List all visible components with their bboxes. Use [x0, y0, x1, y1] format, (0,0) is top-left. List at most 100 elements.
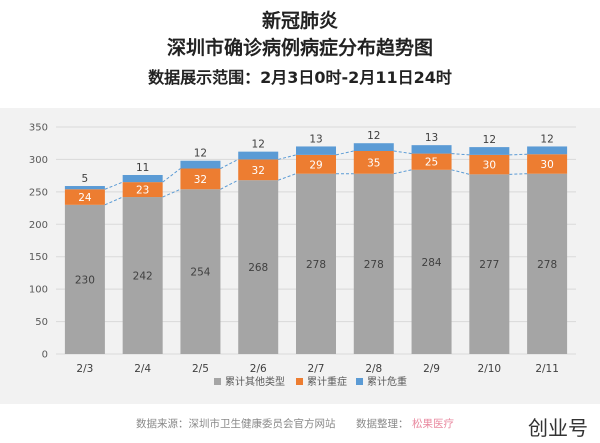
- bars: [64, 143, 568, 354]
- x-tick-label: 2/8: [365, 363, 382, 375]
- y-tick-label: 50: [35, 317, 48, 328]
- bar-segment-critical: [238, 151, 279, 160]
- legend-swatch: [356, 378, 363, 385]
- data-labels: 230 24 5 242 23 11 254 32 12 268 32 12 278 29 13 278 35 1…: [75, 130, 557, 286]
- trend-connector: [393, 169, 412, 175]
- data-label-critical: 12: [540, 133, 553, 145]
- data-label-severe: 35: [367, 157, 380, 169]
- bar-segment-critical: [64, 186, 105, 190]
- x-tick-label: 2/4: [134, 363, 151, 375]
- data-label-other: 268: [248, 262, 268, 274]
- bar-segment-severe: [527, 154, 568, 174]
- x-tick-label: 2/11: [535, 363, 559, 375]
- data-label-other: 278: [306, 259, 326, 271]
- data-label-critical: 5: [82, 173, 89, 185]
- data-label-severe: 29: [309, 159, 322, 171]
- trend-connector: [278, 173, 297, 181]
- bar-segment-other: [353, 173, 394, 354]
- legend-swatch: [296, 378, 303, 385]
- trend-connector: [509, 173, 528, 175]
- trend-connector: [335, 150, 354, 156]
- chart-title-line2: 深圳市确诊病例病症分布趋势图: [166, 37, 433, 59]
- y-tick-label: 250: [29, 187, 48, 198]
- trend-connector: [104, 196, 123, 206]
- bar-segment-other: [64, 204, 105, 354]
- bar-segment-severe: [238, 159, 279, 181]
- legend-label: 累计其他类型: [225, 375, 285, 388]
- data-label-other: 278: [537, 259, 557, 271]
- legend-label: 累计重症: [307, 375, 347, 388]
- y-tick-label: 100: [29, 285, 48, 296]
- trend-connector: [278, 154, 297, 160]
- data-label-other: 242: [133, 271, 153, 283]
- trend-connector: [393, 150, 412, 155]
- bar-segment-severe: [353, 150, 394, 174]
- data-label-critical: 12: [483, 134, 496, 146]
- organizer-name: 松果医疗: [412, 418, 454, 430]
- x-tick-label: 2/6: [250, 363, 267, 375]
- y-tick-label: 200: [29, 220, 48, 231]
- bar-segment-other: [411, 169, 452, 354]
- bar-segment-other: [238, 180, 279, 354]
- stacked-bar-chart: 0 50 100 150 200 250 300 350 230 24 5 242 23 11 254 32…: [29, 123, 576, 388]
- x-tick-label: 2/3: [76, 363, 93, 375]
- data-label-critical: 11: [136, 162, 149, 174]
- y-axis-ticks: 0 50 100 150 200 250 300 350: [29, 123, 48, 361]
- data-label-other: 277: [479, 259, 499, 271]
- bar-segment-critical: [180, 160, 221, 169]
- bar-segment-severe: [64, 189, 105, 205]
- x-tick-label: 2/9: [423, 363, 440, 375]
- bar-segment-other: [469, 174, 510, 354]
- data-label-severe: 32: [252, 165, 265, 177]
- organizer-label: 数据整理：: [356, 418, 409, 430]
- data-label-severe: 23: [136, 185, 149, 197]
- x-tick-label: 2/5: [192, 363, 209, 375]
- data-label-critical: 12: [194, 148, 207, 160]
- bar-segment-other: [122, 197, 163, 354]
- data-label-critical: 12: [367, 130, 380, 142]
- trend-connector: [162, 168, 181, 183]
- chart-subtitle: 数据展示范围：2月3日0时-2月11日24时: [148, 68, 452, 87]
- y-tick-label: 350: [29, 123, 48, 134]
- x-tick-label: 2/10: [478, 363, 502, 375]
- bar-segment-severe: [122, 182, 163, 198]
- y-tick-label: 0: [42, 350, 48, 361]
- bar-segment-critical: [296, 146, 336, 155]
- trend-connector: [451, 153, 470, 156]
- legend-swatch: [214, 378, 221, 385]
- y-tick-label: 300: [29, 155, 48, 166]
- footer: 数据来源：深圳市卫生健康委员会官方网站 数据整理： 松果医疗 创业号: [0, 404, 600, 443]
- data-label-critical: 13: [425, 132, 438, 144]
- bar-segment-other: [180, 189, 221, 354]
- bar-segment-critical: [411, 145, 452, 154]
- trend-connector: [220, 158, 239, 169]
- trend-connector: [451, 169, 470, 175]
- data-label-severe: 30: [483, 160, 496, 172]
- trend-connector: [162, 188, 181, 198]
- bar-segment-critical: [122, 174, 163, 183]
- x-tick-label: 2/7: [308, 363, 325, 375]
- trend-connector: [509, 153, 528, 156]
- trend-connector: [220, 179, 239, 190]
- legend-label: 累计危重: [367, 375, 407, 388]
- data-label-other: 230: [75, 274, 95, 286]
- bar-segment-critical: [469, 147, 510, 155]
- watermark: 创业号: [528, 416, 588, 440]
- data-label-severe: 32: [194, 174, 207, 186]
- chart-title: 新冠肺炎: [261, 10, 338, 32]
- data-label-critical: 13: [309, 133, 322, 145]
- bar-segment-critical: [353, 143, 394, 151]
- data-label-other: 278: [364, 259, 384, 271]
- data-label-severe: 30: [540, 159, 553, 171]
- data-label-severe: 24: [78, 192, 92, 204]
- bar-segment-severe: [469, 154, 510, 175]
- bar-segment-other: [296, 173, 336, 354]
- data-source: 数据来源：深圳市卫生健康委员会官方网站: [136, 418, 336, 430]
- x-axis-labels: 2/3 2/4 2/5 2/6 2/7 2/8 2/9 2/10 2/11: [76, 363, 558, 375]
- bar-segment-critical: [527, 146, 568, 155]
- bar-segment-severe: [296, 154, 336, 174]
- trend-connector: [104, 181, 123, 190]
- trend-connectors: [104, 150, 528, 206]
- data-label-other: 254: [190, 267, 210, 279]
- data-label-severe: 25: [425, 157, 438, 169]
